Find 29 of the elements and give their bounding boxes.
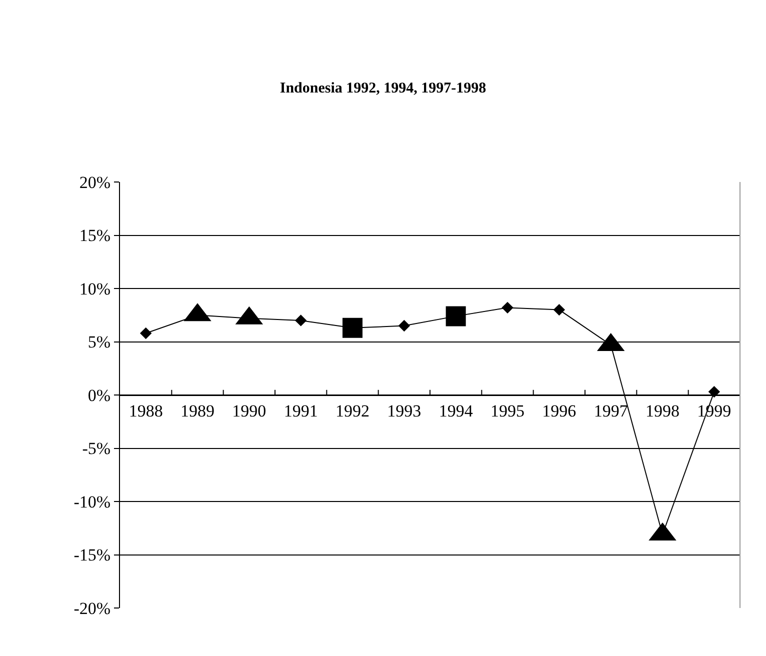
x-tick-label: 1997 bbox=[594, 401, 628, 420]
y-tick-label: -5% bbox=[82, 439, 111, 458]
y-tick-label: 0% bbox=[88, 386, 111, 405]
chart-title: Indonesia 1992, 1994, 1997-1998 bbox=[280, 80, 486, 96]
x-tick-label: 1991 bbox=[284, 401, 318, 420]
x-tick-label: 1998 bbox=[646, 401, 680, 420]
x-tick-label: 1990 bbox=[232, 401, 266, 420]
y-tick-label: -15% bbox=[74, 546, 111, 565]
x-tick-label: 1989 bbox=[180, 401, 214, 420]
point bbox=[502, 302, 514, 314]
y-tick-label: 10% bbox=[79, 279, 111, 298]
y-tick-label: 20% bbox=[79, 172, 111, 192]
point bbox=[398, 320, 410, 332]
x-tick-label: 1992 bbox=[336, 401, 370, 420]
x-tick-label: 1996 bbox=[542, 401, 576, 420]
point bbox=[294, 314, 307, 326]
point bbox=[708, 386, 720, 398]
x-tick-label: 1988 bbox=[128, 401, 163, 420]
x-tick-label: 1994 bbox=[438, 401, 474, 420]
y-tick-label: 15% bbox=[79, 226, 111, 246]
point bbox=[446, 306, 466, 326]
y-tick-label: -10% bbox=[74, 492, 111, 512]
y-tick-label: 5% bbox=[88, 332, 111, 352]
point bbox=[140, 327, 152, 340]
x-tick-label: 1993 bbox=[387, 401, 422, 420]
x-tick-label: 1995 bbox=[490, 401, 524, 420]
point bbox=[342, 318, 362, 338]
y-tick-label: -20% bbox=[74, 598, 111, 618]
point bbox=[553, 304, 566, 316]
